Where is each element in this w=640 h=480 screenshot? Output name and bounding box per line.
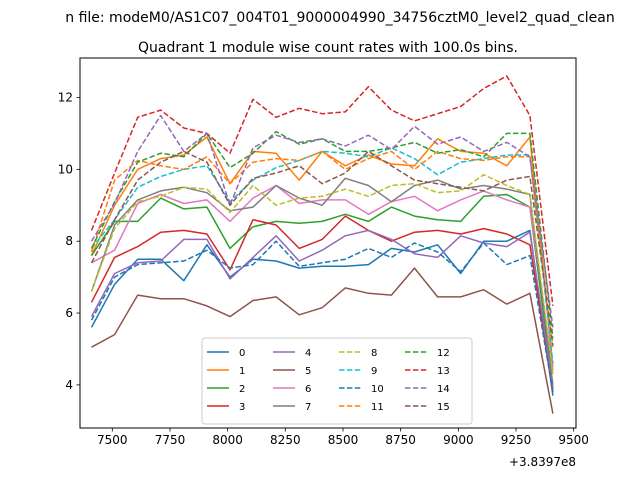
y-tick-label: 4 bbox=[65, 378, 73, 392]
x-tick-label: 7750 bbox=[155, 433, 186, 447]
series-line-13 bbox=[90, 75, 554, 306]
y-tick-label: 6 bbox=[65, 306, 73, 320]
legend-label-3: 3 bbox=[239, 402, 245, 413]
series-line-8 bbox=[90, 173, 554, 375]
legend-label-4: 4 bbox=[305, 348, 311, 359]
series-line-11 bbox=[90, 150, 554, 350]
x-tick-label: 8750 bbox=[385, 433, 416, 447]
legend-label-11: 11 bbox=[371, 402, 384, 413]
axis-ticks: 7500 7750 8000 8250 8500 8750 9000 9250 95004681… bbox=[58, 91, 589, 447]
series-line-10 bbox=[90, 240, 554, 393]
x-tick-label: 8000 bbox=[212, 433, 243, 447]
series-line-15 bbox=[90, 150, 554, 346]
legend-label-14: 14 bbox=[437, 384, 450, 395]
x-tick-label: 9250 bbox=[501, 433, 532, 447]
x-tick-label: 8500 bbox=[328, 433, 359, 447]
legend-box bbox=[201, 337, 473, 425]
y-tick-label: 12 bbox=[58, 91, 73, 105]
x-tick-label: 9500 bbox=[558, 433, 589, 447]
x-offset-label: +3.8397e8 bbox=[509, 455, 576, 469]
y-tick-label: 10 bbox=[58, 162, 73, 176]
legend-label-0: 0 bbox=[239, 348, 245, 359]
legend-label-8: 8 bbox=[371, 348, 377, 359]
legend-label-1: 1 bbox=[239, 366, 245, 377]
legend-label-6: 6 bbox=[305, 384, 311, 395]
series-line-7 bbox=[90, 177, 554, 385]
series-line-4 bbox=[90, 229, 554, 389]
legend-label-15: 15 bbox=[437, 402, 450, 413]
legend-label-9: 9 bbox=[371, 366, 377, 377]
series-line-6 bbox=[91, 184, 554, 371]
plot-frame bbox=[79, 57, 577, 429]
series-line-14 bbox=[90, 114, 554, 328]
x-tick-label: 7500 bbox=[97, 433, 128, 447]
series-line-2 bbox=[90, 193, 554, 389]
figure-suptitle: n file: modeM0/AS1C07_004T01_9000004990_… bbox=[65, 10, 614, 26]
series-line-5 bbox=[91, 267, 554, 414]
chart-title: Quadrant 1 module wise count rates with … bbox=[138, 40, 518, 56]
legend-label-12: 12 bbox=[437, 348, 450, 359]
x-tick-label: 9000 bbox=[443, 433, 474, 447]
legend-label-5: 5 bbox=[305, 366, 311, 377]
legend-label-7: 7 bbox=[305, 402, 311, 413]
legend-label-13: 13 bbox=[437, 366, 450, 377]
plot-lines bbox=[90, 75, 554, 414]
legend-label-2: 2 bbox=[239, 384, 245, 395]
x-tick-label: 8250 bbox=[270, 433, 301, 447]
y-tick-label: 8 bbox=[65, 234, 73, 248]
series-line-3 bbox=[90, 215, 554, 393]
legend-label-10: 10 bbox=[371, 384, 384, 395]
